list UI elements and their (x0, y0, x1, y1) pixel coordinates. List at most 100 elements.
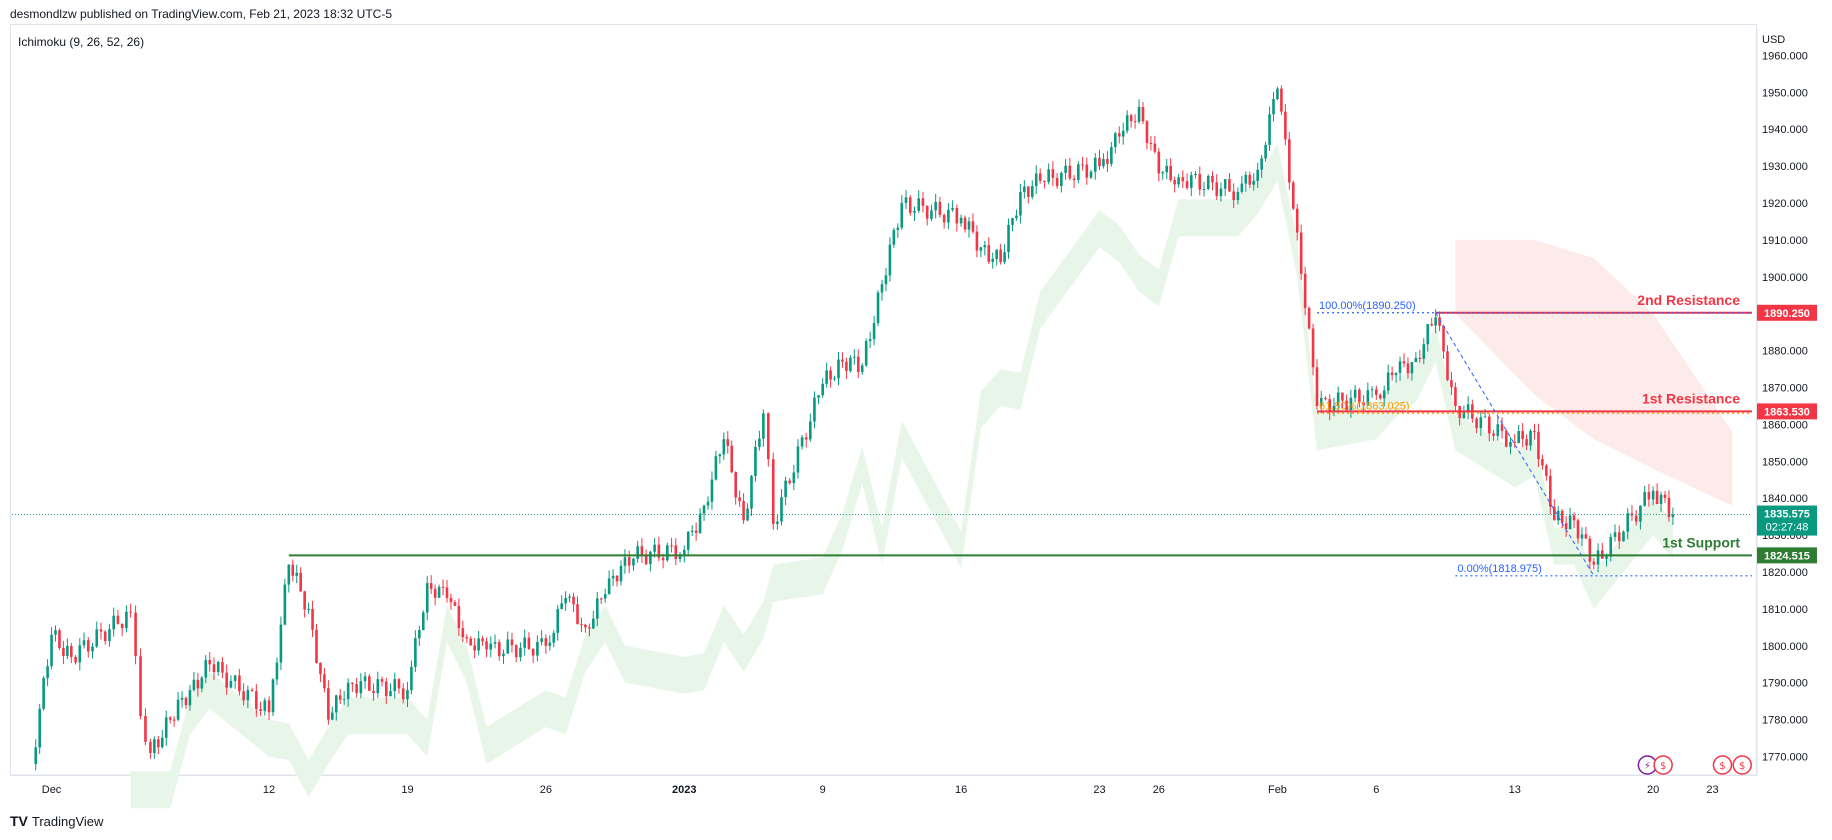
candle-body (1556, 510, 1560, 521)
candle-body (134, 612, 137, 657)
candle-body (46, 666, 49, 678)
footer-brand[interactable]: TV TradingView (10, 813, 103, 829)
candle-body (1639, 505, 1642, 522)
y-tick-label: 1930.000 (1762, 161, 1808, 173)
candle-body (74, 656, 77, 663)
candle-body (445, 587, 449, 598)
candle-body (1319, 397, 1323, 406)
candle-body (70, 646, 73, 657)
price-tag-box (1757, 304, 1817, 321)
candle-body (1141, 107, 1145, 122)
candle-body (1422, 344, 1426, 359)
candle-body (1133, 121, 1137, 123)
candle-body (536, 641, 539, 656)
candle-body (433, 588, 437, 598)
candle-body (1349, 397, 1353, 411)
candle-body (311, 608, 314, 630)
candle-body (519, 647, 522, 658)
candle-body (1023, 186, 1026, 192)
x-tick-label: 23 (1093, 784, 1105, 796)
y-tick-label: 1820.000 (1762, 567, 1808, 579)
event-glyph-icon: $ (1739, 761, 1745, 772)
x-tick-label: 26 (540, 784, 552, 796)
candle-body (393, 679, 397, 692)
candle-body (1483, 416, 1487, 418)
candle-body (568, 596, 571, 598)
candle-body (552, 632, 556, 643)
candle-body (657, 544, 661, 558)
candle-body (682, 549, 686, 555)
candle-body (1252, 180, 1256, 185)
candle-body (666, 545, 669, 561)
candle-body (376, 679, 380, 694)
candle-body (979, 247, 983, 251)
candle-body (544, 638, 548, 646)
candle-body (1177, 177, 1180, 185)
candle-body (1580, 534, 1584, 539)
candle-body (584, 624, 587, 628)
candle-body (636, 546, 639, 559)
economic-events-group: ⚡ $ $ $ (1637, 755, 1752, 775)
candle-body (975, 231, 979, 251)
candle-body (1228, 179, 1231, 192)
candle-body (762, 413, 765, 439)
candle-body (1315, 367, 1319, 406)
candle-body (58, 630, 61, 649)
candle-body (1295, 208, 1299, 233)
candle-body (849, 357, 852, 371)
candle-body (279, 624, 283, 663)
candle-body (714, 456, 718, 480)
candle-body (1137, 107, 1141, 122)
candle-body (1386, 372, 1390, 391)
candle-body (1276, 88, 1279, 100)
candle-body (441, 586, 445, 588)
candle-body (576, 604, 579, 625)
candle-body (853, 356, 856, 358)
candle-body (62, 648, 65, 656)
candle-body (1027, 186, 1030, 197)
candle-body (1248, 174, 1252, 185)
candle-body (291, 564, 295, 576)
candle-body (718, 454, 722, 457)
candle-body (1596, 550, 1600, 565)
candle-body (1019, 191, 1022, 216)
candle-body (1219, 188, 1223, 197)
level-label: 1st Resistance (1642, 390, 1740, 406)
candle-body (1564, 523, 1568, 530)
x-tick-label: 6 (1373, 784, 1379, 796)
candle-body (1098, 157, 1101, 167)
candle-body (86, 640, 90, 652)
candle-body (1102, 159, 1105, 167)
candle-body (800, 437, 804, 447)
publish-info: desmondlzw published on TradingView.com,… (10, 7, 393, 21)
indicator-legend[interactable]: Ichimoku (9, 26, 52, 26) (18, 35, 145, 49)
event-us-flag-icon (1732, 755, 1752, 775)
candle-body (1588, 538, 1592, 562)
candle-body (406, 690, 409, 700)
candle-body (603, 594, 607, 599)
x-tick-label: 9 (820, 784, 826, 796)
candle-body (250, 689, 254, 692)
candle-body (1576, 520, 1580, 539)
candle-body (1479, 417, 1483, 429)
current-price-tag (1757, 505, 1817, 536)
candle-body (1617, 532, 1621, 542)
candle-body (588, 627, 591, 629)
candle-body (632, 558, 635, 566)
candle-body (1475, 418, 1478, 429)
candle-body (1173, 179, 1176, 185)
candle-body (1659, 494, 1663, 505)
price-tag-label: 1890.250 (1764, 308, 1810, 320)
candle-body (1064, 165, 1067, 173)
tradingview-logo-icon: TV (10, 813, 28, 829)
candle-body (82, 640, 86, 646)
candle-body (283, 584, 287, 625)
candle-body (1446, 351, 1449, 381)
candle-body (1663, 494, 1667, 498)
candle-body (1345, 400, 1348, 411)
candle-body (139, 656, 142, 716)
candle-body (1513, 442, 1517, 444)
candle-body (1328, 399, 1332, 413)
candle-body (112, 615, 115, 630)
